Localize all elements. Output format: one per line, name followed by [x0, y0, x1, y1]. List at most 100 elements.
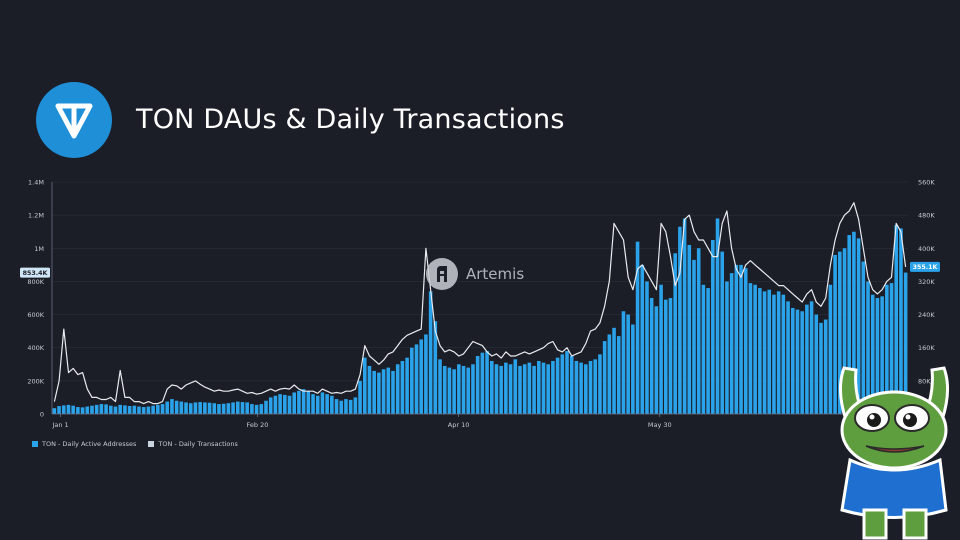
bar: [193, 402, 198, 414]
bar: [555, 357, 560, 414]
bar: [254, 404, 259, 414]
bar: [734, 264, 739, 414]
bar: [489, 360, 494, 414]
bar: [113, 406, 118, 414]
bar: [696, 248, 701, 414]
bar: [767, 289, 772, 414]
bar: [433, 321, 438, 414]
bar: [118, 404, 122, 414]
bar: [217, 404, 221, 414]
bar: [532, 365, 536, 414]
bar: [786, 301, 790, 414]
bar: [485, 351, 489, 414]
bar: [885, 284, 889, 414]
bar: [800, 311, 804, 414]
y-left-tick-label: 0: [40, 411, 44, 419]
bar: [889, 283, 894, 414]
bar: [57, 406, 61, 414]
y-left-tick-label: 800K: [27, 278, 44, 286]
bar: [649, 298, 654, 414]
y-right-tick-label: 240K: [918, 311, 935, 319]
bar: [268, 397, 273, 414]
bar: [795, 309, 800, 414]
bar: [551, 360, 555, 414]
bar: [386, 367, 391, 414]
bar: [790, 307, 795, 414]
bar: [659, 284, 663, 414]
bar: [527, 362, 532, 414]
bar: [635, 241, 640, 414]
bar: [400, 360, 405, 414]
bar: [870, 294, 875, 414]
bar: [598, 354, 602, 414]
y-right-tick-label: 160K: [918, 344, 935, 352]
y-left-tick-label: 1.2M: [28, 212, 44, 220]
bar: [762, 291, 767, 414]
bar: [283, 394, 287, 414]
bar: [541, 362, 546, 414]
bar: [471, 364, 475, 414]
bar: [259, 404, 264, 414]
x-tick-label: May 30: [648, 421, 672, 429]
y-right-tick-label: 480K: [918, 212, 935, 220]
bar: [475, 356, 480, 414]
bar: [504, 362, 508, 414]
bar: [776, 291, 781, 414]
bar: [367, 365, 372, 414]
bar: [809, 301, 814, 414]
bar: [405, 357, 409, 414]
bar: [141, 407, 146, 414]
bar: [311, 394, 315, 414]
bar: [569, 356, 574, 414]
last-value-right-text: 355.1K: [913, 264, 939, 271]
bar: [781, 294, 786, 414]
bar: [76, 407, 80, 414]
bar: [480, 352, 485, 414]
bar: [743, 268, 748, 414]
legend-item-tx[interactable]: TON - Daily Transactions: [148, 440, 238, 448]
bar: [739, 264, 743, 414]
bar: [203, 402, 207, 414]
bar: [602, 341, 607, 414]
bar: [616, 336, 621, 414]
bar: [235, 401, 240, 414]
legend-swatch-tx: [148, 441, 155, 447]
bar: [640, 264, 645, 414]
bar: [687, 244, 692, 414]
bar: [174, 400, 179, 414]
bar: [212, 403, 217, 414]
bar: [207, 402, 212, 414]
bar: [170, 399, 174, 414]
bar: [325, 394, 329, 414]
bar: [522, 364, 527, 414]
y-left-tick-label: 1.4M: [28, 179, 44, 187]
bar: [593, 359, 598, 414]
legend-item-daa[interactable]: TON - Daily Active Addresses: [32, 440, 136, 448]
bar: [156, 404, 160, 414]
bar: [99, 404, 104, 414]
bar: [245, 402, 249, 414]
bar: [833, 254, 837, 414]
bar: [442, 365, 447, 414]
bar: [287, 395, 292, 414]
x-tick-label: Feb 20: [247, 421, 269, 429]
bar: [461, 365, 466, 414]
bar: [226, 403, 231, 414]
bar: [499, 365, 503, 414]
bar: [814, 314, 819, 414]
y-left-tick-label: 1M: [34, 245, 44, 253]
bar: [645, 281, 649, 414]
page-title: TON DAUs & Daily Transactions: [136, 104, 565, 135]
bar: [560, 354, 565, 414]
bar: [137, 406, 141, 414]
y-right-tick-label: 320K: [918, 278, 935, 286]
bar: [184, 402, 188, 414]
bar: [424, 334, 428, 414]
bar: [127, 406, 132, 414]
bar: [537, 360, 541, 414]
artemis-logo-icon: [426, 258, 458, 290]
bar: [419, 339, 423, 414]
bar: [339, 400, 344, 414]
bar: [160, 404, 165, 414]
bar: [123, 405, 127, 414]
